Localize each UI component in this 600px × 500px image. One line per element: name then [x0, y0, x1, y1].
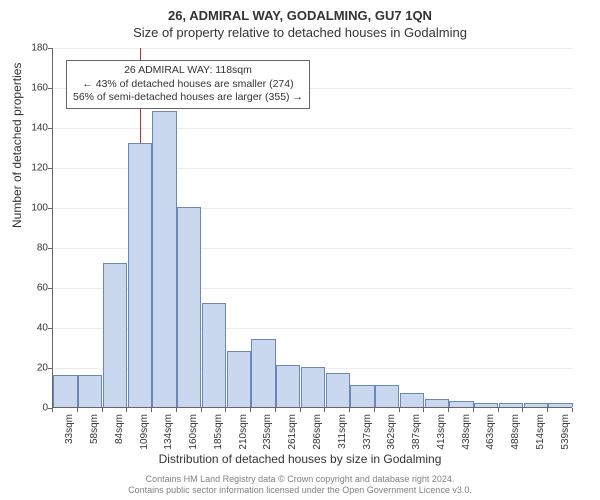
x-tick-mark — [399, 408, 400, 412]
x-tick-mark — [572, 408, 573, 412]
histogram-bar — [53, 375, 77, 407]
x-tick-label: 413sqm — [436, 414, 447, 454]
x-tick-label: 362sqm — [386, 414, 397, 454]
y-tick-label: 80 — [8, 243, 48, 254]
x-tick-mark — [374, 408, 375, 412]
y-tick-label: 0 — [8, 403, 48, 414]
annotation-box: 26 ADMIRAL WAY: 118sqm ← 43% of detached… — [66, 60, 310, 109]
x-tick-mark — [448, 408, 449, 412]
histogram-bar — [152, 111, 176, 407]
y-tick-label: 100 — [8, 203, 48, 214]
x-tick-mark — [77, 408, 78, 412]
x-tick-label: 539sqm — [560, 414, 571, 454]
x-tick-mark — [547, 408, 548, 412]
y-tick-label: 20 — [8, 363, 48, 374]
x-tick-mark — [275, 408, 276, 412]
y-tick-mark — [48, 368, 52, 369]
x-tick-mark — [423, 408, 424, 412]
y-tick-mark — [48, 328, 52, 329]
histogram-bar — [103, 263, 127, 407]
x-tick-mark — [102, 408, 103, 412]
y-tick-label: 60 — [8, 283, 48, 294]
x-axis-label: Distribution of detached houses by size … — [0, 452, 600, 466]
y-tick-mark — [48, 248, 52, 249]
y-tick-mark — [48, 208, 52, 209]
histogram-bar — [326, 373, 350, 407]
histogram-bar — [499, 403, 523, 407]
x-tick-mark — [473, 408, 474, 412]
y-tick-mark — [48, 168, 52, 169]
histogram-bar — [78, 375, 102, 407]
histogram-bar — [548, 403, 572, 407]
x-tick-mark — [126, 408, 127, 412]
x-tick-mark — [176, 408, 177, 412]
y-tick-mark — [48, 88, 52, 89]
x-tick-mark — [225, 408, 226, 412]
x-tick-mark — [201, 408, 202, 412]
footer: Contains HM Land Registry data © Crown c… — [0, 474, 600, 496]
histogram-bar — [474, 403, 498, 407]
x-tick-label: 261sqm — [287, 414, 298, 454]
x-tick-label: 463sqm — [485, 414, 496, 454]
x-tick-mark — [349, 408, 350, 412]
x-tick-label: 210sqm — [238, 414, 249, 454]
x-tick-label: 387sqm — [411, 414, 422, 454]
annotation-line2: ← 43% of detached houses are smaller (27… — [73, 78, 303, 92]
y-tick-label: 140 — [8, 123, 48, 134]
histogram-bar — [449, 401, 473, 407]
x-tick-label: 109sqm — [139, 414, 150, 454]
x-tick-mark — [324, 408, 325, 412]
x-tick-mark — [498, 408, 499, 412]
histogram-bar — [251, 339, 275, 407]
x-tick-label: 58sqm — [89, 414, 100, 454]
annotation-line3: 56% of semi-detached houses are larger (… — [73, 91, 303, 105]
x-tick-label: 337sqm — [362, 414, 373, 454]
x-tick-label: 84sqm — [114, 414, 125, 454]
x-tick-mark — [250, 408, 251, 412]
x-tick-label: 311sqm — [337, 414, 348, 454]
y-tick-label: 180 — [8, 43, 48, 54]
x-tick-mark — [300, 408, 301, 412]
histogram-bar — [400, 393, 424, 407]
x-tick-label: 286sqm — [312, 414, 323, 454]
x-tick-label: 488sqm — [510, 414, 521, 454]
gridline — [53, 48, 572, 49]
x-tick-label: 438sqm — [461, 414, 472, 454]
histogram-bar — [524, 403, 548, 407]
histogram-bar — [227, 351, 251, 407]
y-tick-label: 120 — [8, 163, 48, 174]
histogram-bar — [202, 303, 226, 407]
x-tick-label: 160sqm — [188, 414, 199, 454]
x-tick-label: 185sqm — [213, 414, 224, 454]
histogram-bar — [128, 143, 152, 407]
gridline — [53, 128, 572, 129]
x-tick-label: 33sqm — [64, 414, 75, 454]
y-tick-mark — [48, 128, 52, 129]
footer-line1: Contains HM Land Registry data © Crown c… — [0, 474, 600, 485]
chart-container: 26, ADMIRAL WAY, GODALMING, GU7 1QN Size… — [0, 0, 600, 500]
x-tick-mark — [52, 408, 53, 412]
y-tick-label: 160 — [8, 83, 48, 94]
x-tick-label: 134sqm — [163, 414, 174, 454]
x-tick-label: 514sqm — [535, 414, 546, 454]
histogram-bar — [425, 399, 449, 407]
chart-title-line2: Size of property relative to detached ho… — [0, 23, 600, 40]
histogram-bar — [375, 385, 399, 407]
x-tick-label: 235sqm — [262, 414, 273, 454]
footer-line2: Contains public sector information licen… — [0, 485, 600, 496]
histogram-bar — [177, 207, 201, 407]
y-tick-mark — [48, 288, 52, 289]
y-tick-label: 40 — [8, 323, 48, 334]
y-tick-mark — [48, 48, 52, 49]
histogram-bar — [276, 365, 300, 407]
histogram-bar — [350, 385, 374, 407]
x-tick-mark — [151, 408, 152, 412]
chart-title-line1: 26, ADMIRAL WAY, GODALMING, GU7 1QN — [0, 0, 600, 23]
annotation-line1: 26 ADMIRAL WAY: 118sqm — [73, 64, 303, 78]
x-tick-mark — [522, 408, 523, 412]
histogram-bar — [301, 367, 325, 407]
